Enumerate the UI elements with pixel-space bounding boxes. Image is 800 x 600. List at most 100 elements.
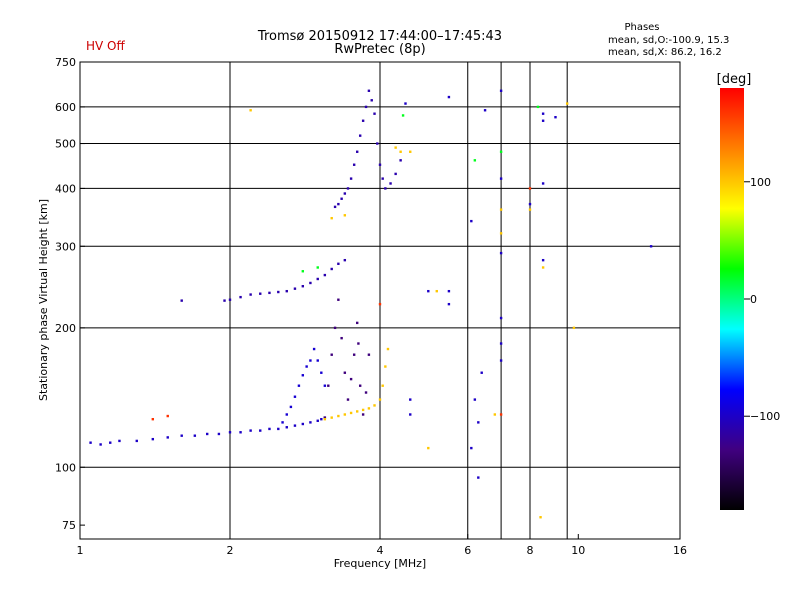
data-point [473, 159, 477, 162]
data-point [309, 281, 312, 285]
hv-status: HV Off [86, 39, 125, 53]
data-point [293, 395, 297, 398]
data-point [330, 267, 333, 271]
data-point [109, 441, 112, 444]
chart-subtitle: RwPretec (8p) [334, 42, 425, 57]
data-point [349, 411, 353, 415]
data-point [323, 417, 327, 421]
chart-title: Tromsø 20150912 17:44:00–17:45:43 [257, 29, 502, 44]
data-point [355, 321, 359, 325]
data-point [355, 410, 359, 413]
data-point [301, 285, 305, 288]
y-tick-label: 200 [55, 322, 76, 335]
data-point [378, 302, 382, 306]
data-point [180, 299, 183, 302]
data-point [151, 437, 155, 441]
data-point [289, 405, 293, 409]
data-point [277, 290, 280, 294]
data-point [223, 299, 226, 302]
data-point [340, 197, 343, 200]
data-point [447, 289, 451, 293]
x-tick-label: 1 [77, 544, 84, 557]
data-point [381, 384, 384, 387]
data-point [89, 441, 92, 444]
x-tick-label: 4 [377, 544, 384, 557]
data-point [367, 89, 371, 92]
y-tick-label: 400 [55, 182, 76, 195]
data-point [249, 293, 252, 296]
phases-o-stats: mean, sd,O:-100.9, 15.3 [608, 35, 729, 46]
data-point [217, 432, 221, 436]
colorbar [720, 88, 744, 510]
data-point [239, 295, 242, 299]
data-point [352, 353, 356, 356]
data-point [477, 421, 480, 424]
data-point [309, 359, 312, 362]
data-point [367, 407, 371, 410]
data-point [541, 258, 545, 262]
data-point [394, 146, 397, 149]
data-point [499, 359, 503, 362]
data-point [355, 150, 359, 153]
data-point [330, 216, 333, 220]
data-point [343, 192, 347, 195]
data-point [554, 115, 557, 119]
data-point [301, 374, 305, 377]
data-point [470, 219, 473, 223]
data-point [340, 336, 343, 340]
data-point [285, 426, 288, 429]
data-point [373, 112, 376, 115]
scatter-points [89, 89, 653, 519]
data-point [399, 159, 402, 162]
data-point [565, 102, 569, 105]
data-point [118, 439, 121, 443]
data-point [477, 476, 480, 479]
data-point [357, 342, 360, 345]
data-point [499, 316, 503, 320]
data-point [285, 289, 288, 293]
data-point [499, 413, 503, 416]
data-point [539, 516, 542, 519]
data-point [409, 413, 412, 416]
data-point [330, 416, 333, 419]
data-point [193, 434, 197, 437]
data-point [316, 419, 319, 422]
data-point [447, 302, 451, 306]
data-point [293, 424, 297, 427]
data-point [541, 266, 545, 269]
data-point [361, 413, 365, 416]
y-tick-label: 750 [55, 56, 76, 69]
x-tick-label: 10 [571, 544, 585, 557]
data-point [205, 432, 209, 436]
colorbar-tick-label: −100 [750, 410, 780, 423]
data-point [470, 446, 473, 450]
data-point [320, 417, 323, 421]
data-point [346, 187, 350, 190]
data-point [323, 384, 327, 387]
axis-ticks: 1 2 4 6 8 10 16 75 100 200 300 400 500 600 750 [55, 56, 687, 557]
data-point [320, 371, 323, 374]
data-point [151, 417, 155, 421]
data-point [249, 429, 252, 432]
data-point [346, 398, 350, 401]
data-point [364, 391, 368, 394]
data-point [349, 377, 353, 381]
colorbar-label: [deg] [717, 72, 752, 87]
data-point [305, 365, 308, 368]
data-point [389, 182, 392, 185]
colorbar-tick-label: 0 [750, 293, 757, 306]
data-point [352, 163, 356, 166]
data-point [499, 342, 503, 345]
data-point [435, 289, 438, 293]
data-point [427, 446, 430, 450]
data-point [386, 347, 390, 351]
data-point [367, 353, 371, 356]
data-point [541, 182, 545, 185]
y-tick-label: 600 [55, 101, 76, 114]
data-point [180, 434, 183, 437]
data-point [297, 384, 301, 387]
data-point [316, 277, 319, 281]
data-point [493, 413, 497, 416]
y-tick-label: 500 [55, 138, 76, 151]
